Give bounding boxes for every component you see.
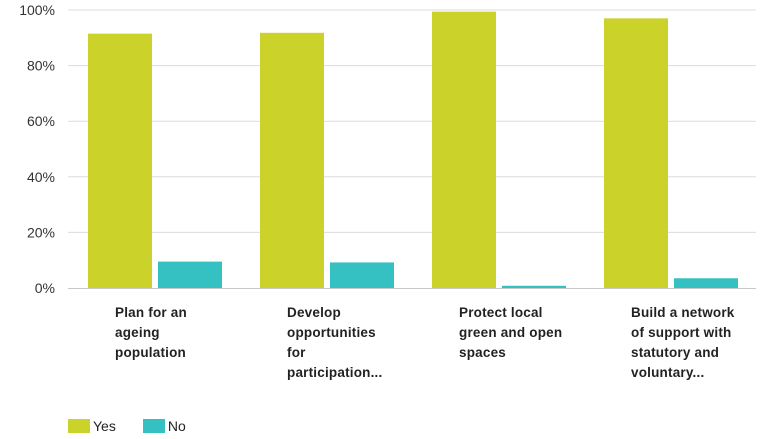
- x-category-label-line: spaces: [459, 345, 506, 360]
- x-category-label: Build a network of support with statutory …: [631, 303, 753, 383]
- bar-no: [158, 261, 222, 288]
- y-tick-label: 100%: [19, 2, 55, 18]
- x-category-label: Plan for an ageing population: [115, 303, 237, 363]
- bar-no: [502, 285, 566, 288]
- x-category-label-line: opportunities: [287, 325, 376, 340]
- legend: Yes No: [68, 418, 213, 434]
- bar-yes: [604, 18, 668, 289]
- legend-item-no: No: [142, 418, 186, 434]
- bar-yes: [88, 33, 152, 288]
- y-tick-label: 80%: [27, 58, 55, 74]
- bar-yes: [260, 32, 324, 288]
- x-category-label-line: Plan for an: [115, 305, 187, 320]
- y-tick-label: 60%: [27, 113, 55, 129]
- y-tick-label: 0%: [35, 280, 55, 296]
- legend-item-yes: Yes: [68, 418, 116, 434]
- x-category-label: Protect local green and open spaces: [459, 303, 581, 363]
- y-tick-label: 20%: [27, 224, 55, 240]
- x-category-label-line: Develop: [287, 305, 341, 320]
- x-category-label-line: for: [287, 345, 306, 360]
- legend-swatch-no: [142, 419, 165, 433]
- x-category-label-line: population: [115, 345, 186, 360]
- x-category-label-line: voluntary...: [631, 365, 705, 380]
- x-category-label-line: ageing: [115, 325, 160, 340]
- x-category-label-line: of support with: [631, 325, 732, 340]
- x-category-label-line: statutory and: [631, 345, 720, 360]
- x-category-label: Develop opportunities for participation...: [287, 303, 409, 383]
- bar-yes: [432, 11, 496, 289]
- x-category-label-line: Protect local: [459, 305, 543, 320]
- x-category-label-line: participation...: [287, 365, 383, 380]
- legend-swatch-yes: [68, 419, 90, 433]
- y-tick-label: 40%: [27, 169, 55, 185]
- legend-label-no: No: [167, 418, 186, 434]
- bar-no: [674, 278, 738, 288]
- bar-no: [330, 262, 394, 288]
- legend-label-yes: Yes: [93, 418, 116, 434]
- x-category-label-line: Build a network: [631, 305, 735, 320]
- x-category-label-line: green and open: [459, 325, 563, 340]
